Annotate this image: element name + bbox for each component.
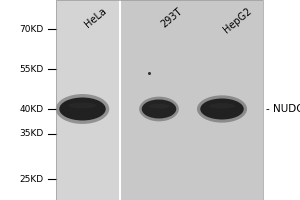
Ellipse shape bbox=[139, 97, 179, 121]
Bar bbox=[56, 0, 262, 200]
Text: 70KD: 70KD bbox=[19, 24, 44, 33]
Bar bbox=[56, 0, 120, 200]
Ellipse shape bbox=[142, 99, 176, 118]
Text: 25KD: 25KD bbox=[20, 174, 44, 184]
Text: HeLa: HeLa bbox=[82, 6, 108, 30]
Bar bbox=[56, 0, 262, 200]
Text: HepG2: HepG2 bbox=[222, 6, 254, 35]
Text: 55KD: 55KD bbox=[19, 64, 44, 73]
Ellipse shape bbox=[197, 95, 247, 123]
Ellipse shape bbox=[56, 94, 109, 124]
Text: 35KD: 35KD bbox=[19, 130, 44, 138]
Text: - NUDC: - NUDC bbox=[266, 104, 300, 114]
Ellipse shape bbox=[149, 104, 170, 109]
Text: 40KD: 40KD bbox=[20, 104, 44, 114]
Ellipse shape bbox=[59, 98, 106, 120]
Ellipse shape bbox=[200, 98, 244, 119]
Ellipse shape bbox=[209, 103, 235, 108]
Ellipse shape bbox=[68, 103, 97, 108]
Text: 293T: 293T bbox=[159, 6, 184, 29]
